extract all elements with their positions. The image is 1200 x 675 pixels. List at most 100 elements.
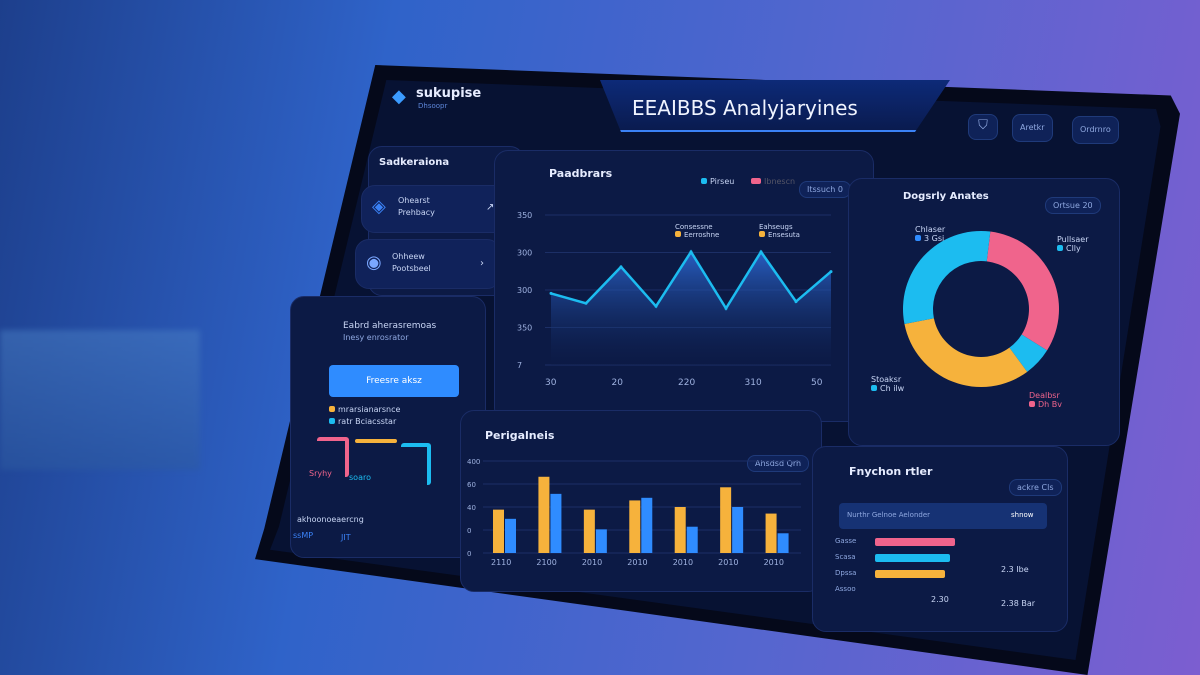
row-bar	[875, 570, 945, 578]
filter-row: Assoo	[835, 583, 1045, 597]
filter-input-text: Nurthr Gelnoe Aelonder	[847, 511, 931, 519]
row-bar	[875, 538, 955, 546]
data-point	[829, 270, 833, 274]
legend-item: Pirseu	[701, 177, 734, 186]
filter-row: Scasa	[835, 551, 1045, 565]
y-tick-label: 0	[467, 527, 471, 535]
y-tick-label: 7	[517, 361, 522, 370]
donut-label: Stoaksr Ch ilw	[871, 375, 905, 393]
donut-slice	[986, 231, 1059, 351]
donut-title: Dogsrly Anates	[903, 191, 989, 202]
filter-input[interactable]: Nurthr Gelnoe Aelonder shnow	[839, 503, 1047, 529]
background-shelf	[0, 330, 200, 470]
row-label: Dpssa	[835, 569, 857, 577]
sidebar-title: Sadkeraiona	[379, 157, 450, 168]
range-selector[interactable]: Itssuch 0	[799, 181, 852, 198]
bar	[538, 476, 550, 553]
x-tick-label: 2010	[718, 558, 738, 567]
filter-row: Gasse	[835, 535, 1045, 549]
logo-name: sukupise	[416, 86, 482, 101]
data-point	[654, 304, 658, 308]
area-fill	[551, 251, 831, 365]
notification-icon[interactable]: ⛉	[968, 114, 998, 140]
data-point	[759, 250, 763, 254]
x-tick-label: 2010	[673, 558, 693, 567]
bar	[550, 493, 562, 553]
donut-slice	[903, 231, 991, 325]
legend-item: ratr Bciacsstar	[329, 417, 396, 426]
item-line2: Prehbacy	[398, 208, 435, 217]
promo-footer: akhoonoeaercng	[297, 515, 364, 524]
range-selector[interactable]: Ahsdsd Qrh	[747, 455, 810, 472]
bar	[674, 507, 686, 553]
range-selector[interactable]: Ortsue 20	[1045, 197, 1101, 214]
filter-submit-button[interactable]: shnow	[1011, 511, 1034, 519]
bar	[732, 507, 744, 553]
filter-panel: Fnychon rtler ackre Cls Nurthr Gelnoe Ae…	[812, 446, 1068, 632]
promo-label: soaro	[349, 473, 371, 482]
arrow-icon: ›	[480, 258, 484, 269]
logo-subtitle: Dhsoopr	[418, 102, 448, 110]
y-tick-label: 0	[467, 550, 471, 558]
x-tick-label: 20	[612, 378, 624, 388]
title-band	[600, 80, 950, 132]
x-tick-label: 2010	[764, 558, 784, 567]
y-tick-label: 350	[517, 211, 532, 220]
promo-panel: Eabrd aherasremoas Inesy enrosrator Free…	[290, 296, 486, 558]
y-tick-label: 350	[517, 324, 532, 333]
page-title: EEAIBBS Analyjaryines	[632, 96, 858, 120]
legend-item: Ibnescn	[751, 177, 795, 186]
promo-title: Eabrd aherasremoas	[343, 321, 437, 331]
promo-button[interactable]: Freesre aksz	[329, 365, 459, 397]
y-tick-label: 40	[467, 504, 476, 512]
promo-link[interactable]: ssMP	[293, 531, 314, 540]
line-chart-title: Paadbrars	[549, 167, 613, 180]
y-tick-label: 300	[517, 249, 532, 258]
donut-chart	[903, 231, 1059, 387]
item-line1: Ohheew	[392, 252, 425, 261]
sidebar-item-1[interactable]: ◈ Ohearst Prehbacy ↗	[361, 185, 509, 233]
bar	[686, 526, 698, 553]
bar-chart-panel: Perigalneis Ahsdsd Qrh 400 60 40 0 0 2110 2100…	[460, 410, 822, 592]
item-line1: Ohearst	[398, 196, 430, 205]
data-point	[584, 301, 588, 305]
bar	[777, 533, 789, 553]
data-point	[794, 300, 798, 304]
annotation: Consessne Eerroshne	[675, 223, 720, 239]
range-selector[interactable]: ackre Cls	[1009, 479, 1062, 496]
bar	[641, 497, 653, 553]
bar	[595, 529, 607, 553]
donut-label: Pullsaer Clly	[1057, 235, 1089, 253]
shield-icon: ◈	[372, 196, 386, 217]
footer-value: 2.38 Bar	[1001, 599, 1036, 608]
filter-row: Dpssa	[835, 567, 1045, 581]
bar	[765, 513, 777, 553]
donut-slice	[1009, 334, 1048, 372]
footer-value: 2.3 Ibe	[1001, 565, 1029, 574]
bar	[505, 518, 516, 553]
x-tick-label: 2010	[582, 558, 602, 567]
bar	[720, 487, 732, 553]
y-tick-label: 400	[467, 458, 480, 466]
sidebar-item-2[interactable]: ◉ Ohheew Pootsbeel ›	[355, 239, 501, 289]
promo-link[interactable]: JIT	[341, 533, 351, 542]
donut-label: Dealbsr Dh Bv	[1029, 391, 1062, 409]
row-label: Gasse	[835, 537, 857, 545]
badge-icon: ◉	[366, 252, 382, 273]
data-point	[724, 306, 728, 310]
donut-label: Chlaser 3 Gsi	[915, 225, 946, 243]
header-button-1[interactable]: Aretkr	[1012, 114, 1053, 142]
x-tick-label: 2110	[491, 558, 511, 567]
donut-panel: Dogsrly Anates Ortsue 20 Chlaser 3 Gsi Pu…	[848, 178, 1120, 446]
promo-subtitle: Inesy enrosrator	[343, 333, 409, 342]
header-button-2[interactable]: Ordrnro	[1072, 116, 1119, 144]
bar-chart-title: Perigalneis	[485, 429, 555, 442]
data-point	[619, 265, 623, 269]
x-tick-label: 310	[745, 378, 762, 388]
x-tick-label: 30	[545, 378, 557, 388]
cyan-bracket	[401, 443, 431, 485]
donut-slice	[904, 318, 1028, 387]
logo-icon: ◆	[392, 86, 406, 107]
promo-label: Sryhy	[309, 469, 332, 478]
line-chart-panel: Paadbrars Pirseu Ibnescn Itssuch 0 Conse…	[494, 150, 874, 422]
